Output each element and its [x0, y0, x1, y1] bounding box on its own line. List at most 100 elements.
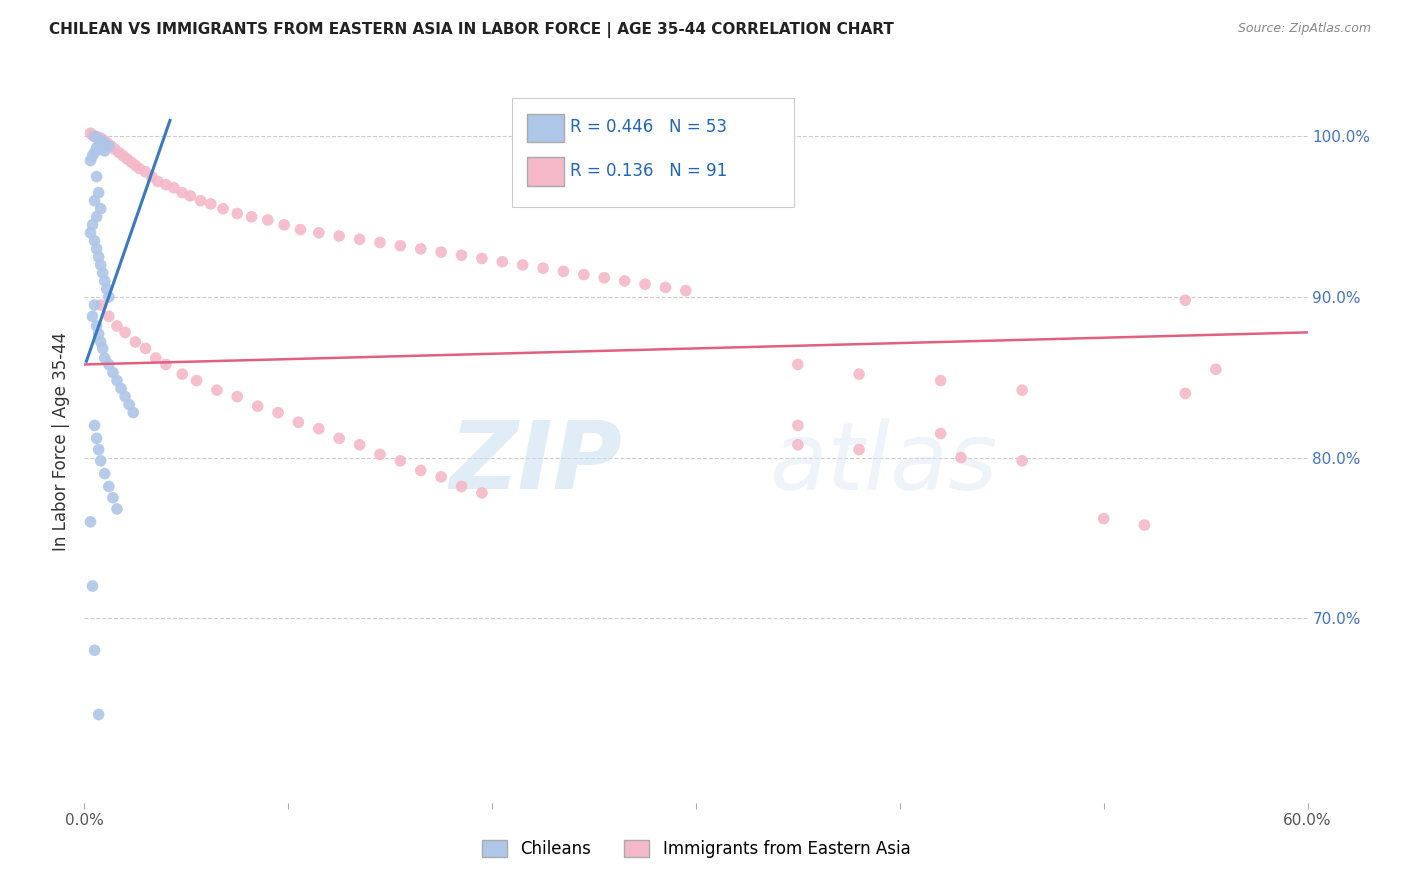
- Point: [267, 406, 290, 420]
- Point: [83, 194, 105, 208]
- Text: R = 0.136   N = 91: R = 0.136 N = 91: [569, 161, 727, 179]
- Point: [87, 131, 110, 145]
- Point: [82, 128, 104, 142]
- Point: [79, 153, 101, 168]
- Point: [105, 374, 128, 388]
- Point: [97, 137, 120, 152]
- Point: [93, 351, 115, 365]
- Point: [135, 165, 157, 179]
- Point: [110, 382, 132, 396]
- Point: [87, 326, 110, 341]
- Point: [328, 431, 350, 445]
- Point: [90, 142, 112, 156]
- Point: [190, 194, 212, 208]
- Point: [108, 145, 131, 160]
- Point: [105, 502, 128, 516]
- Point: [471, 252, 494, 266]
- Point: [97, 139, 120, 153]
- Point: [654, 280, 676, 294]
- Point: [114, 390, 136, 404]
- Point: [86, 318, 108, 333]
- Point: [273, 218, 295, 232]
- Point: [90, 202, 112, 216]
- Point: [83, 298, 105, 312]
- Point: [141, 169, 163, 184]
- Point: [1205, 362, 1227, 376]
- Point: [83, 234, 105, 248]
- Point: [87, 442, 110, 457]
- Point: [409, 463, 432, 477]
- Point: [91, 342, 114, 356]
- Point: [93, 274, 115, 288]
- Point: [90, 258, 112, 272]
- Point: [172, 367, 194, 381]
- Point: [290, 222, 312, 236]
- Point: [155, 178, 177, 192]
- Point: [97, 290, 120, 304]
- Point: [86, 141, 108, 155]
- FancyBboxPatch shape: [527, 157, 564, 186]
- Point: [86, 169, 108, 184]
- Point: [114, 326, 136, 340]
- Point: [929, 426, 952, 441]
- Point: [634, 277, 657, 292]
- Point: [97, 358, 120, 372]
- Point: [101, 366, 124, 380]
- Point: [90, 454, 112, 468]
- Point: [82, 579, 104, 593]
- Point: [787, 418, 810, 433]
- Point: [531, 261, 554, 276]
- Point: [257, 213, 280, 227]
- Point: [450, 479, 472, 493]
- Point: [90, 131, 112, 145]
- Point: [226, 206, 249, 220]
- Point: [79, 126, 101, 140]
- Point: [246, 399, 269, 413]
- Point: [93, 137, 115, 152]
- Point: [328, 229, 350, 244]
- Point: [87, 250, 110, 264]
- Point: [240, 210, 263, 224]
- Point: [389, 238, 412, 252]
- Point: [308, 422, 330, 436]
- Point: [1092, 511, 1115, 525]
- Point: [122, 406, 145, 420]
- Point: [96, 282, 118, 296]
- Point: [155, 358, 177, 372]
- FancyBboxPatch shape: [527, 113, 564, 143]
- Point: [86, 431, 108, 445]
- Legend: Chileans, Immigrants from Eastern Asia: Chileans, Immigrants from Eastern Asia: [474, 832, 918, 867]
- Point: [97, 479, 120, 493]
- Point: [593, 270, 616, 285]
- Point: [368, 235, 391, 250]
- Point: [79, 515, 101, 529]
- Point: [124, 158, 146, 172]
- Point: [172, 186, 194, 200]
- Point: [82, 310, 104, 324]
- Point: [128, 161, 150, 176]
- Point: [512, 258, 534, 272]
- Text: Source: ZipAtlas.com: Source: ZipAtlas.com: [1237, 22, 1371, 36]
- Y-axis label: In Labor Force | Age 35-44: In Labor Force | Age 35-44: [52, 332, 70, 551]
- Point: [120, 155, 142, 169]
- Text: atlas: atlas: [769, 417, 998, 508]
- Point: [553, 264, 575, 278]
- Point: [409, 242, 432, 256]
- Point: [950, 450, 973, 465]
- Point: [848, 442, 870, 457]
- Point: [112, 149, 135, 163]
- Point: [349, 438, 371, 452]
- Point: [200, 197, 222, 211]
- Point: [145, 351, 167, 365]
- Point: [82, 149, 104, 163]
- Point: [86, 242, 108, 256]
- Point: [613, 274, 636, 288]
- Point: [491, 254, 513, 268]
- Point: [105, 318, 128, 333]
- Point: [1011, 383, 1033, 397]
- Point: [82, 218, 104, 232]
- Point: [91, 134, 114, 148]
- Point: [186, 374, 208, 388]
- Point: [787, 358, 810, 372]
- Point: [124, 334, 146, 349]
